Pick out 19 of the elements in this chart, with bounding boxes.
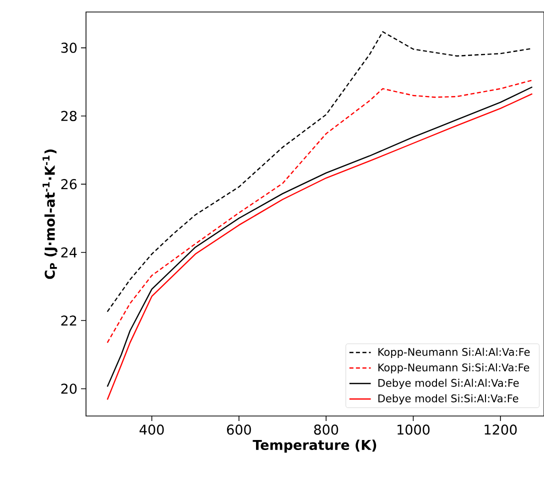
- x-tick-label: 600: [227, 424, 251, 435]
- x-tick-label: 1000: [398, 424, 430, 435]
- x-tick-label: 400: [140, 424, 164, 435]
- y-tick-label: 28: [61, 110, 77, 122]
- x-tick-label: 1200: [484, 424, 517, 435]
- y-tick-label: 24: [61, 247, 77, 258]
- y-tick-label: 22: [61, 316, 76, 326]
- y-tick-label: 20: [61, 384, 77, 394]
- legend-label: Kopp-Neumann Si:Al:Al:Va:Fe: [378, 348, 530, 358]
- line-series: [106, 31, 533, 312]
- line-series: [106, 80, 533, 344]
- y-axis-title: C$_{P}$ (J·mol-at$^{-1}$·K$^{-1}$): [42, 150, 58, 279]
- x-tick-label: 800: [314, 424, 338, 435]
- legend-label: Debye model Si:Al:Al:Va:Fe: [378, 378, 519, 389]
- x-axis-title: Temperature (K): [252, 440, 376, 453]
- legend-label: Debye model Si:Si:Al:Va:Fe: [378, 394, 518, 404]
- y-tick-label: 26: [61, 179, 77, 190]
- y-tick-label: 30: [61, 42, 77, 53]
- legend-label: Kopp-Neumann Si:Si:Al:Va:Fe: [378, 363, 530, 374]
